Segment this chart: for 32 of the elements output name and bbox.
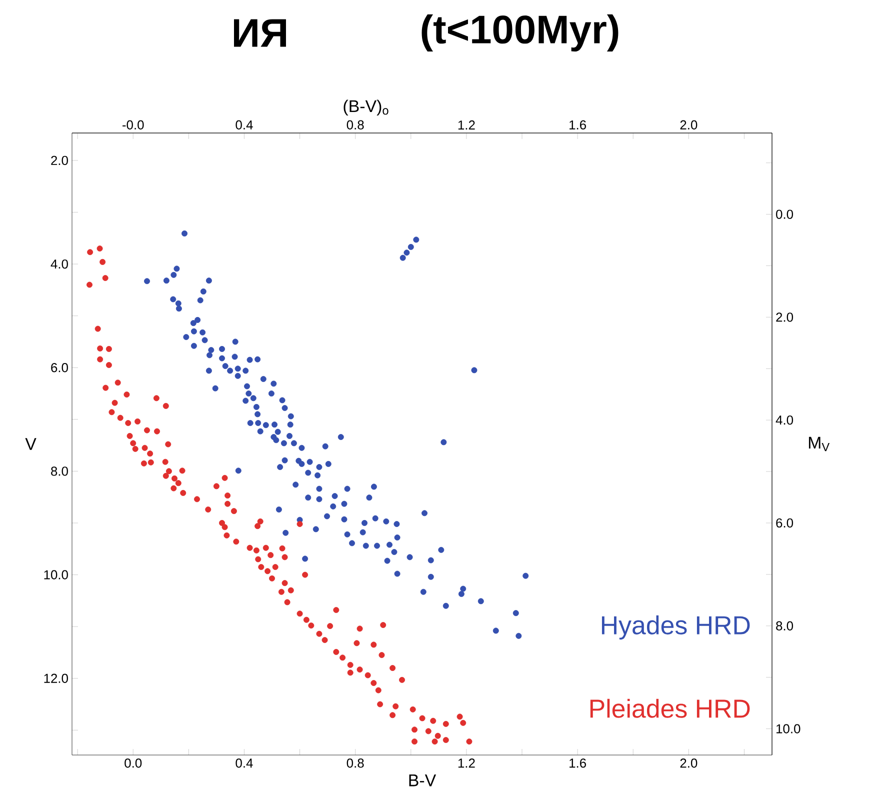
y2-tick-label: 0.0 (776, 210, 794, 219)
y2-tick-label: 8.0 (776, 621, 794, 630)
y2-tick-label: 10.0 (776, 724, 800, 734)
y2-tick-label: 2.0 (776, 312, 794, 322)
chart-title: ИЯ (234, 19, 286, 47)
y-axis-title: V (25, 438, 36, 450)
chart-subtitle: (t<100Myr) (422, 14, 618, 52)
x2-axis-title: (B-V)$_{o}$ (344, 100, 388, 116)
x-tick-label: 0.4 (236, 758, 253, 768)
x2-tick-label: 0.4 (236, 120, 253, 130)
y-tick-label: 8.0 (51, 466, 68, 476)
y2-tick-label: 4.0 (776, 415, 794, 425)
x-tick-label: 0.0 (124, 758, 142, 768)
x-tick-label: 1.6 (570, 758, 586, 768)
x-tick-label: 1.2 (458, 758, 475, 768)
y2-tick-label: 6.0 (776, 518, 794, 528)
text: Hyades HRD (602, 615, 750, 640)
y-tick-label: 2.0 (51, 156, 68, 166)
x-tick-label: 2.0 (680, 758, 698, 768)
y-tick-label: 6.0 (51, 363, 68, 372)
y2-axis-title: M$_{V}$ (808, 436, 830, 452)
x2-tick-label: 0.8 (346, 120, 364, 130)
y-tick-label: 10.0 (44, 570, 68, 580)
y-tick-label: 12.0 (44, 674, 68, 683)
x2-tick-label: 2.0 (680, 120, 698, 130)
x2-tick-label: 1.6 (570, 120, 586, 130)
y-tick-label: 4.0 (50, 259, 68, 269)
x-axis-title: B-V (409, 774, 436, 786)
x2-tick-label: 1.2 (458, 120, 475, 130)
x-tick-label: 0.8 (346, 758, 364, 768)
x2-tick-label: -0.0 (122, 120, 144, 130)
text: Pleiades HRD (590, 698, 750, 718)
